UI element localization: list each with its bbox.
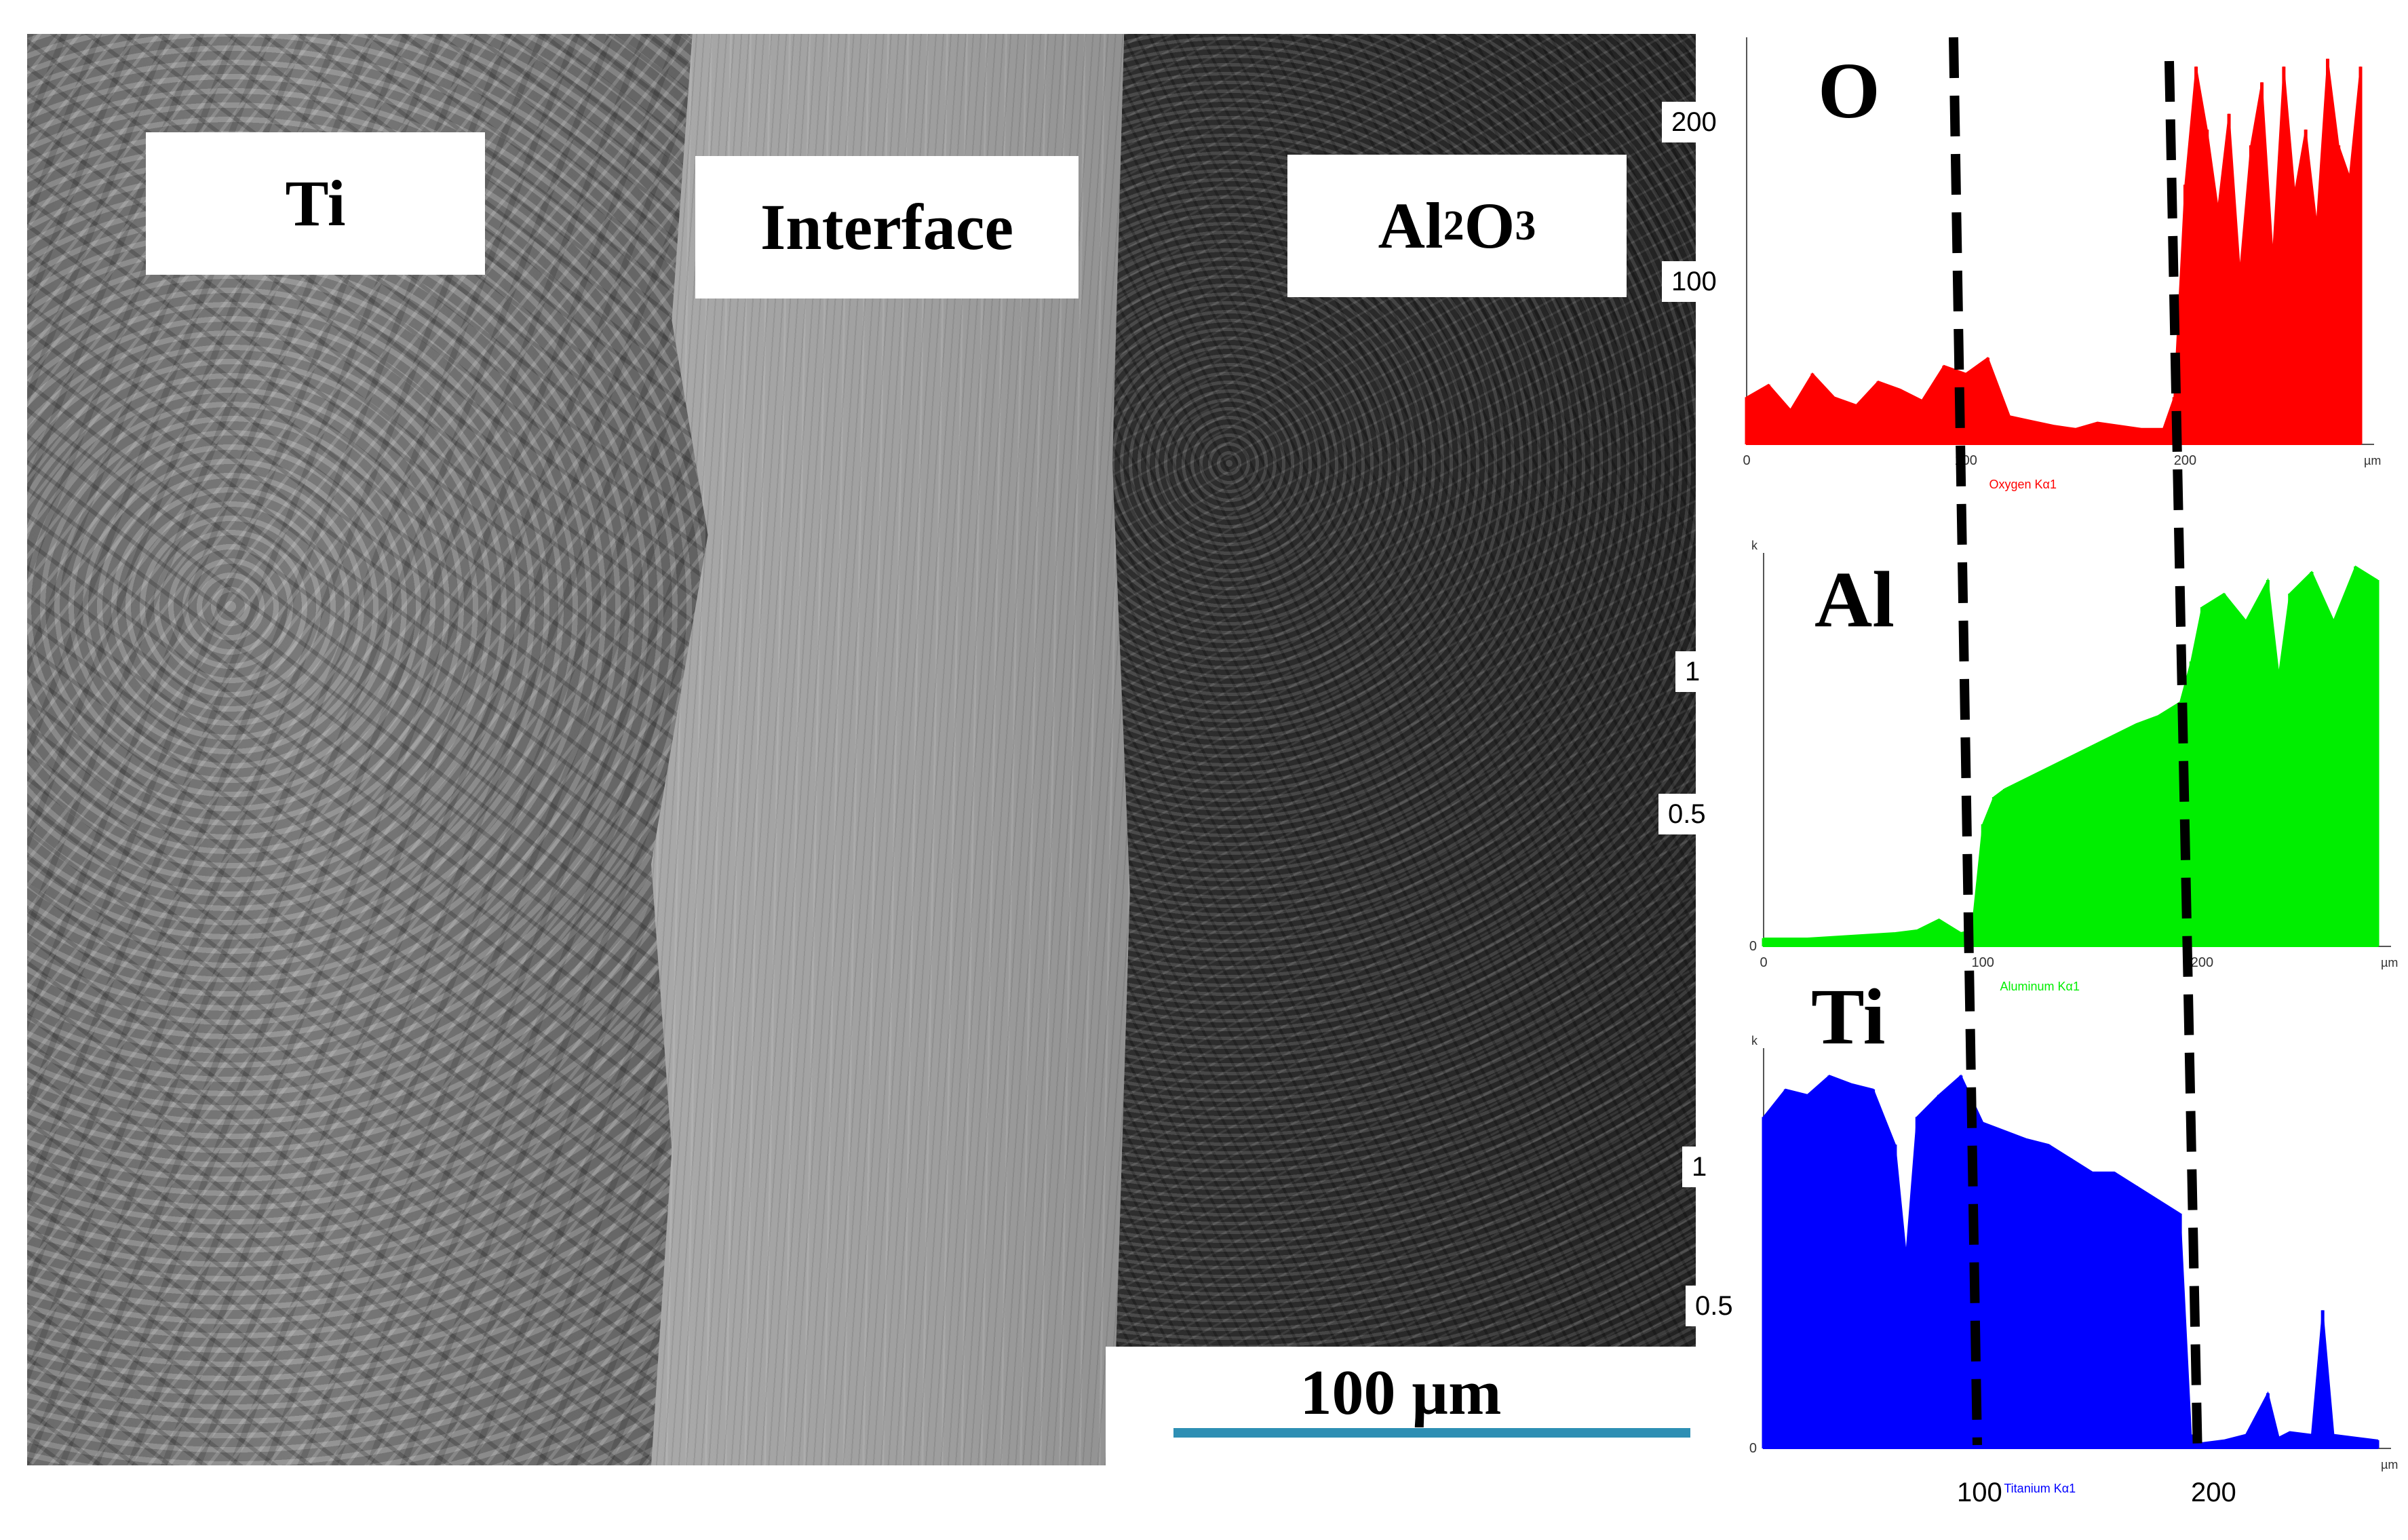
aluminum-tick-0-5: 0.5 (1658, 794, 1715, 834)
titanium-unit-label: µm (2381, 1458, 2398, 1471)
aluminum-unit-label: µm (2381, 956, 2398, 969)
titanium-series-label: Titanium Kα1 (2004, 1482, 2076, 1495)
oxygen-line-scan: 0 100 200 µm Oxygen Kα1 (1696, 20, 2401, 495)
aluminum-y-unit: k (1751, 539, 1758, 552)
oxygen-tick-100: 100 (1662, 261, 1726, 302)
oxygen-chart-svg: 0 100 200 µm Oxygen Kα1 (1743, 37, 2381, 491)
aluminum-series-label: Aluminum Kα1 (2000, 980, 2080, 993)
label-interface-text: Interface (760, 191, 1014, 263)
aluminum-xtick-label: 100 (1972, 955, 1994, 970)
scale-bar (1173, 1428, 1690, 1438)
title-aluminum: Al (1814, 555, 1895, 644)
titanium-line-scan: µm Titanium Kα1 k 0 (1696, 1031, 2401, 1526)
oxygen-xtick-label: 200 (2174, 453, 2196, 468)
oxygen-series-label: Oxygen Kα1 (1989, 478, 2057, 491)
oxygen-tick-200: 200 (1662, 102, 1726, 142)
aluminum-y-zero: 0 (1749, 939, 1757, 954)
oxygen-unit-label: µm (2364, 454, 2381, 467)
oxygen-xtick-label: 0 (1743, 453, 1750, 468)
label-al2o3-sub2: 3 (1515, 203, 1536, 249)
label-ti-text: Ti (285, 167, 346, 239)
sem-micrograph: Ti Interface Al 2 O 3 100 µm (27, 34, 1696, 1465)
aluminum-xtick-label: 0 (1760, 955, 1767, 970)
aluminum-xtick-label: 200 (2191, 955, 2213, 970)
aluminum-tick-1: 1 (1675, 651, 1710, 692)
label-al2o3: Al 2 O 3 (1287, 155, 1627, 297)
titanium-xtick-100: 100 (1957, 1478, 2002, 1507)
titanium-tick-0-5: 0.5 (1686, 1286, 1743, 1326)
title-titanium: Ti (1811, 972, 1886, 1061)
aluminum-line-scan: 0 100 200 µm Aluminum Kα1 k 0 (1696, 536, 2401, 1004)
titanium-tick-1: 1 (1682, 1147, 1717, 1187)
label-al2o3-sub1: 2 (1443, 203, 1464, 249)
aluminum-chart-svg: 0 100 200 µm Aluminum Kα1 k 0 (1749, 539, 2399, 993)
titanium-xtick-200: 200 (2191, 1478, 2236, 1507)
label-al2o3-al: Al (1378, 189, 1443, 262)
label-interface: Interface (695, 156, 1079, 299)
titanium-y-unit: k (1751, 1034, 1758, 1047)
titanium-y-zero: 0 (1749, 1441, 1757, 1456)
label-al2o3-o: O (1464, 189, 1515, 262)
oxygen-xtick-label: 100 (1955, 453, 1977, 468)
scale-bar-text: 100 µm (1300, 1358, 1502, 1428)
title-oxygen: O (1818, 46, 1880, 135)
scale-bar-box: 100 µm (1106, 1347, 1696, 1465)
label-ti: Ti (146, 132, 485, 275)
titanium-chart-svg: µm Titanium Kα1 k 0 (1749, 1034, 2399, 1495)
